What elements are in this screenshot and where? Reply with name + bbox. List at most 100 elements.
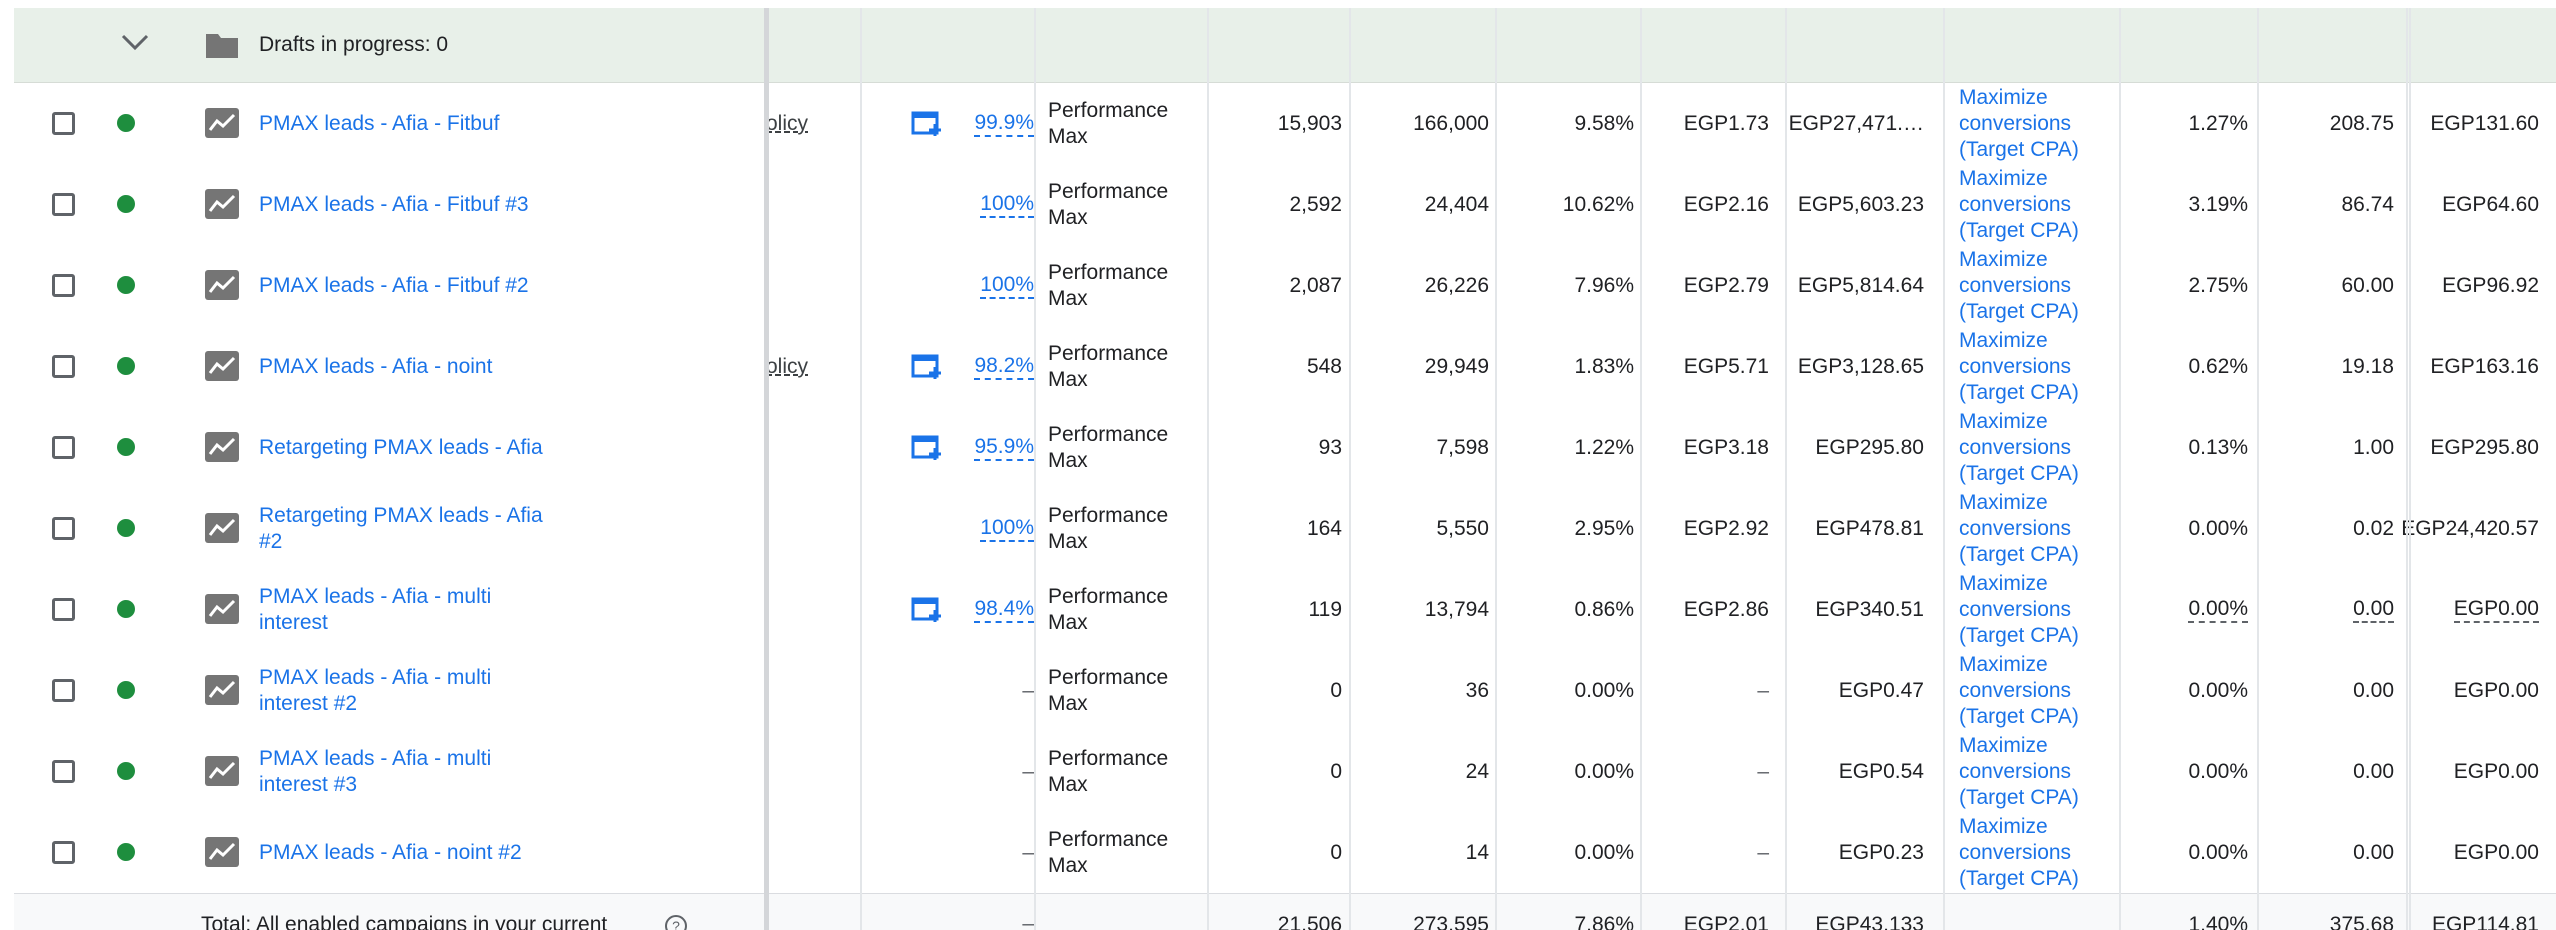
metric-cell-1: 2,592 <box>1289 192 1342 216</box>
row-checkbox[interactable] <box>52 274 75 297</box>
drafts-row[interactable]: Drafts in progress: 0 <box>14 8 2556 83</box>
bid-strategy-link[interactable]: Maximize conversions (Target CPA) <box>1959 85 2079 161</box>
metric-cell-6: 0.00% <box>2188 516 2248 540</box>
status-enabled-icon[interactable] <box>117 762 135 780</box>
performance-max-icon <box>205 108 239 138</box>
metric-cell-8: EGP0.00 <box>2453 840 2539 864</box>
column-divider <box>1034 8 1036 930</box>
table-row[interactable]: PMAX leads - Afia - noint #2– Performance… <box>14 812 2556 894</box>
total-metric-8: EGP114.81 <box>2431 913 2539 930</box>
chevron-down-icon[interactable] <box>120 32 150 54</box>
optimization-score[interactable]: 100% <box>954 245 1034 326</box>
row-checkbox[interactable] <box>52 193 75 216</box>
row-checkbox[interactable] <box>52 760 75 783</box>
recommendation-icon[interactable] <box>911 596 945 624</box>
campaign-name-link[interactable]: PMAX leads - Afia - multi interest #3 <box>259 746 492 796</box>
table-row[interactable]: Retargeting PMAX leads - Afia 95.9% Perfor… <box>14 407 2556 489</box>
bid-strategy-link[interactable]: Maximize conversions (Target CPA) <box>1959 652 2079 728</box>
metric-cell-4: EGP5.71 <box>1683 354 1769 378</box>
bid-strategy-link[interactable]: Maximize conversions (Target CPA) <box>1959 571 2079 647</box>
metric-cell-2: 24 <box>1465 759 1489 783</box>
metric-cell-7: 86.74 <box>2341 192 2394 216</box>
row-checkbox[interactable] <box>52 112 75 135</box>
metric-cell-8: EGP96.92 <box>2442 273 2539 297</box>
campaign-name-link[interactable]: PMAX leads - Afia - multi interest #2 <box>259 665 492 715</box>
recommendation-icon[interactable] <box>911 353 945 381</box>
table-row[interactable]: Retargeting PMAX leads - Afia #2 100% Perf… <box>14 488 2556 570</box>
table-row[interactable]: PMAX leads - Afia - multi interest 98.4% P… <box>14 569 2556 651</box>
bid-strategy-link[interactable]: Maximize conversions (Target CPA) <box>1959 733 2079 809</box>
performance-max-icon <box>205 594 239 624</box>
status-enabled-icon[interactable] <box>117 438 135 456</box>
row-checkbox[interactable] <box>52 436 75 459</box>
campaign-name-link[interactable]: Retargeting PMAX leads - Afia <box>259 435 543 459</box>
metric-cell-3: 0.00% <box>1574 759 1634 783</box>
campaign-name-link[interactable]: PMAX leads - Afia - noint #2 <box>259 840 522 864</box>
row-checkbox[interactable] <box>52 841 75 864</box>
bid-strategy-link[interactable]: Maximize conversions (Target CPA) <box>1959 166 2079 242</box>
bid-strategy-link[interactable]: Maximize conversions (Target CPA) <box>1959 247 2079 323</box>
metric-cell-7: 0.00 <box>2353 678 2394 702</box>
status-enabled-icon[interactable] <box>117 114 135 132</box>
help-icon[interactable]: ? <box>664 914 688 930</box>
metric-cell-4: EGP3.18 <box>1683 435 1769 459</box>
metric-cell-2: 29,949 <box>1424 354 1489 378</box>
table-row[interactable]: PMAX leads - Afia - multi interest #2– Pe… <box>14 650 2556 732</box>
campaign-name-link[interactable]: Retargeting PMAX leads - Afia #2 <box>259 503 543 553</box>
metric-cell-6: 0.00% <box>2188 759 2248 783</box>
optimization-score[interactable]: 100% <box>954 164 1034 245</box>
row-checkbox[interactable] <box>52 355 75 378</box>
table-row[interactable]: PMAX leads - Afia - Fitbuf #3 100% Perform… <box>14 164 2556 246</box>
metric-cell-3: 9.58% <box>1574 111 1634 135</box>
status-enabled-icon[interactable] <box>117 681 135 699</box>
policy-status[interactable]: olicy <box>766 354 809 378</box>
column-divider <box>1207 8 1209 930</box>
recommendation-icon[interactable] <box>911 434 945 462</box>
column-divider <box>2406 8 2408 930</box>
metric-cell-4: EGP2.92 <box>1683 516 1769 540</box>
campaign-name-link[interactable]: PMAX leads - Afia - Fitbuf <box>259 111 500 135</box>
metric-cell-6: 1.27% <box>2188 111 2248 135</box>
campaign-name-link[interactable]: PMAX leads - Afia - Fitbuf #3 <box>259 192 529 216</box>
metric-cell-3: 0.00% <box>1574 840 1634 864</box>
bid-strategy-link[interactable]: Maximize conversions (Target CPA) <box>1959 490 2079 566</box>
column-divider <box>1640 8 1642 930</box>
column-divider <box>2257 8 2259 930</box>
status-enabled-icon[interactable] <box>117 843 135 861</box>
metric-cell-1: 2,087 <box>1289 273 1342 297</box>
bid-strategy-link[interactable]: Maximize conversions (Target CPA) <box>1959 409 2079 485</box>
campaign-type: Performance Max <box>1048 665 1169 715</box>
optimization-score[interactable]: 98.4% <box>954 569 1034 650</box>
metric-cell-5: EGP0.54 <box>1838 759 1924 783</box>
row-checkbox[interactable] <box>52 598 75 621</box>
table-row[interactable]: PMAX leads - Afia - multi interest #3– Pe… <box>14 731 2556 813</box>
status-enabled-icon[interactable] <box>117 357 135 375</box>
table-row[interactable]: PMAX leads - Afia - Fitbuf #2 100% Perform… <box>14 245 2556 327</box>
status-enabled-icon[interactable] <box>117 600 135 618</box>
table-row[interactable]: PMAX leads - Afia - Fitbuf olicy 99.9% Perf… <box>14 83 2556 165</box>
performance-max-icon <box>205 675 239 705</box>
row-checkbox[interactable] <box>52 679 75 702</box>
metric-cell-2: 7,598 <box>1436 435 1489 459</box>
optimization-score[interactable]: 99.9% <box>954 83 1034 164</box>
status-enabled-icon[interactable] <box>117 276 135 294</box>
bid-strategy-link[interactable]: Maximize conversions (Target CPA) <box>1959 328 2079 404</box>
folder-icon <box>206 34 238 58</box>
total-optimization: – <box>1022 912 1034 930</box>
optimization-score[interactable]: 98.2% <box>954 326 1034 407</box>
row-checkbox[interactable] <box>52 517 75 540</box>
metric-cell-5: EGP27,471.… <box>1788 111 1924 135</box>
policy-status[interactable]: olicy <box>766 111 809 135</box>
metric-cell-2: 5,550 <box>1436 516 1489 540</box>
campaign-name-link[interactable]: PMAX leads - Afia - noint <box>259 354 493 378</box>
optimization-score[interactable]: 100% <box>954 488 1034 569</box>
status-enabled-icon[interactable] <box>117 195 135 213</box>
campaign-name-link[interactable]: PMAX leads - Afia - Fitbuf #2 <box>259 273 529 297</box>
campaign-name-link[interactable]: PMAX leads - Afia - multi interest <box>259 584 492 634</box>
bid-strategy-link[interactable]: Maximize conversions (Target CPA) <box>1959 814 2079 890</box>
recommendation-icon[interactable] <box>911 110 945 138</box>
status-enabled-icon[interactable] <box>117 519 135 537</box>
optimization-score[interactable]: 95.9% <box>954 407 1034 488</box>
campaign-type: Performance Max <box>1048 827 1169 877</box>
table-row[interactable]: PMAX leads - Afia - noint olicy 98.2% Perfo… <box>14 326 2556 408</box>
